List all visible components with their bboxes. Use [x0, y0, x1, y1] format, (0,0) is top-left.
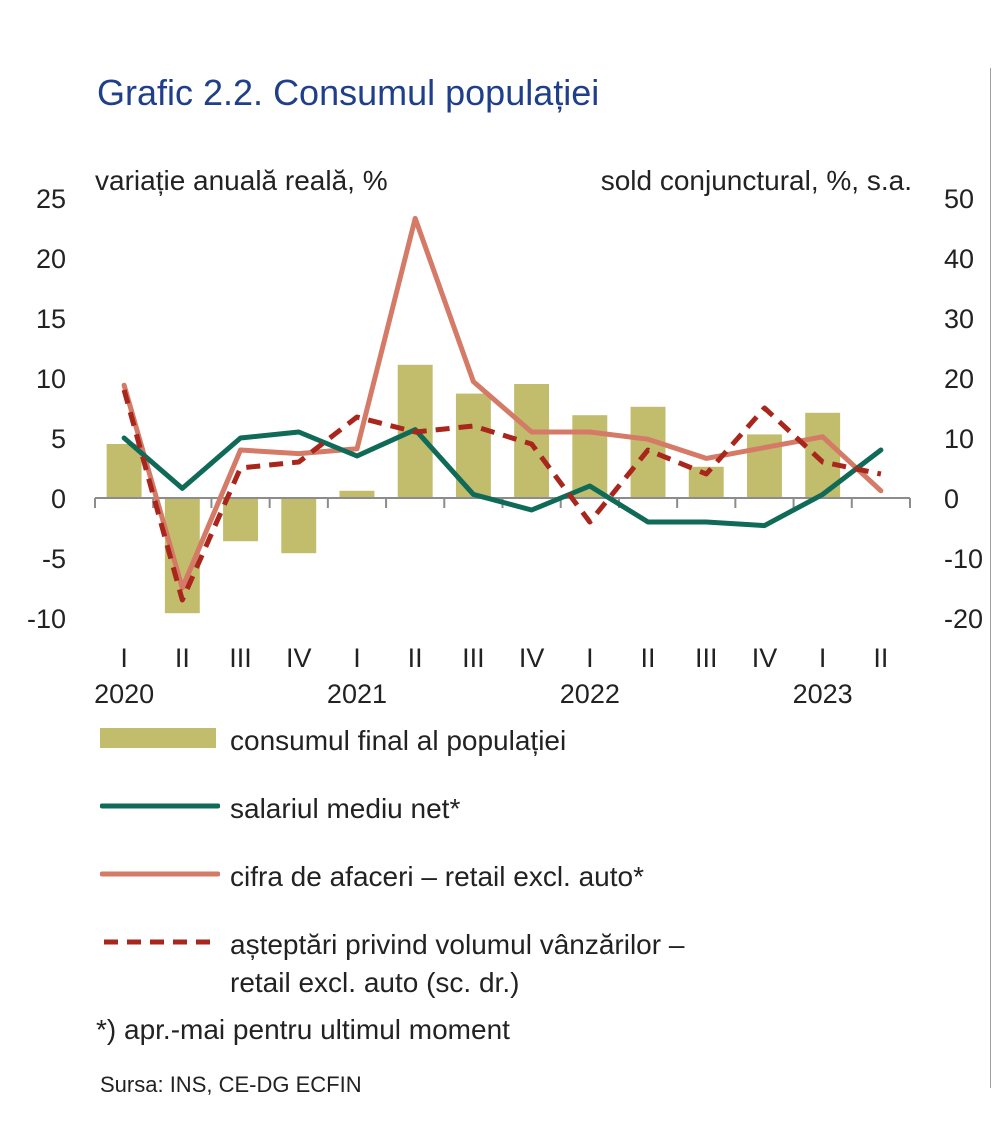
x-tick-label: I [586, 643, 594, 673]
y-tick-label-right: 30 [944, 304, 974, 334]
year-label: 2022 [560, 679, 620, 709]
x-tick-label: IV [286, 643, 312, 673]
x-tick-label: IV [752, 643, 778, 673]
legend-label: cifra de afaceri – retail excl. auto* [230, 861, 644, 892]
legend-swatch-bar [100, 722, 220, 754]
x-tick-label: III [695, 643, 718, 673]
y-tick-label-left: 25 [36, 184, 66, 214]
bar [339, 490, 375, 498]
y-tick-label-right: 10 [944, 424, 974, 454]
x-tick-label: IV [519, 643, 545, 673]
legend-label: așteptări privind volumul vânzărilor – r… [230, 929, 685, 998]
legend-swatch-dashed-line [100, 926, 220, 958]
y-tick-label-left: -10 [27, 604, 66, 634]
series-line [121, 389, 882, 603]
x-tick-label: I [819, 643, 827, 673]
left-axis-label: variație anuală reală, % [95, 165, 388, 196]
chart-plot: variație anuală reală, % sold conjunctur… [27, 165, 983, 709]
footnote: *) apr.-mai pentru ultimul moment [96, 1014, 510, 1045]
series-line [121, 427, 884, 529]
y-tick-label-left: 10 [36, 364, 66, 394]
y-tick-label-left: 15 [36, 304, 66, 334]
y-tick-label-left: 20 [36, 244, 66, 274]
x-tick-label: II [175, 643, 190, 673]
legend-item-expectations: așteptări privind volumul vânzărilor – r… [100, 926, 684, 1002]
year-label: 2020 [94, 679, 154, 709]
x-tick-label: II [408, 643, 423, 673]
bar [106, 444, 142, 498]
legend-item-consumption: consumul final al populației [100, 722, 566, 760]
legend-item-turnover: cifra de afaceri – retail excl. auto* [100, 858, 644, 896]
bar [281, 498, 317, 554]
legend-swatch-line [100, 790, 220, 822]
x-tick-label: I [120, 643, 128, 673]
y-tick-label-left: -5 [42, 544, 66, 574]
y-tick-label-right: 20 [944, 364, 974, 394]
bar [223, 498, 258, 542]
bar [514, 384, 550, 498]
legend-item-wage: salariul mediu net* [100, 790, 460, 828]
chart-title: Grafic 2.2. Consumul populației [97, 72, 600, 113]
right-axis-label: sold conjunctural, %, s.a. [601, 165, 912, 196]
x-tick-label: III [229, 643, 252, 673]
legend-swatch-line [100, 858, 220, 890]
legend-label: consumul final al populației [230, 725, 567, 756]
x-tick-label: II [873, 643, 888, 673]
source-note: Sursa: INS, CE-DG ECFIN [100, 1072, 362, 1097]
y-tick-label-left: 5 [51, 424, 66, 454]
y-tick-label-right: -20 [944, 604, 983, 634]
series-line [121, 215, 884, 591]
year-label: 2023 [793, 679, 853, 709]
frame-rule [990, 68, 991, 1088]
x-tick-label: III [462, 643, 485, 673]
y-tick-label-right: 0 [944, 484, 959, 514]
y-tick-label-right: -10 [944, 544, 983, 574]
y-tick-label-right: 50 [944, 184, 974, 214]
x-tick-label: II [641, 643, 656, 673]
y-tick-label-left: 0 [51, 484, 66, 514]
x-tick-label: I [353, 643, 361, 673]
year-label: 2021 [327, 679, 387, 709]
legend-label: salariul mediu net* [230, 793, 461, 824]
y-tick-label-right: 40 [944, 244, 974, 274]
